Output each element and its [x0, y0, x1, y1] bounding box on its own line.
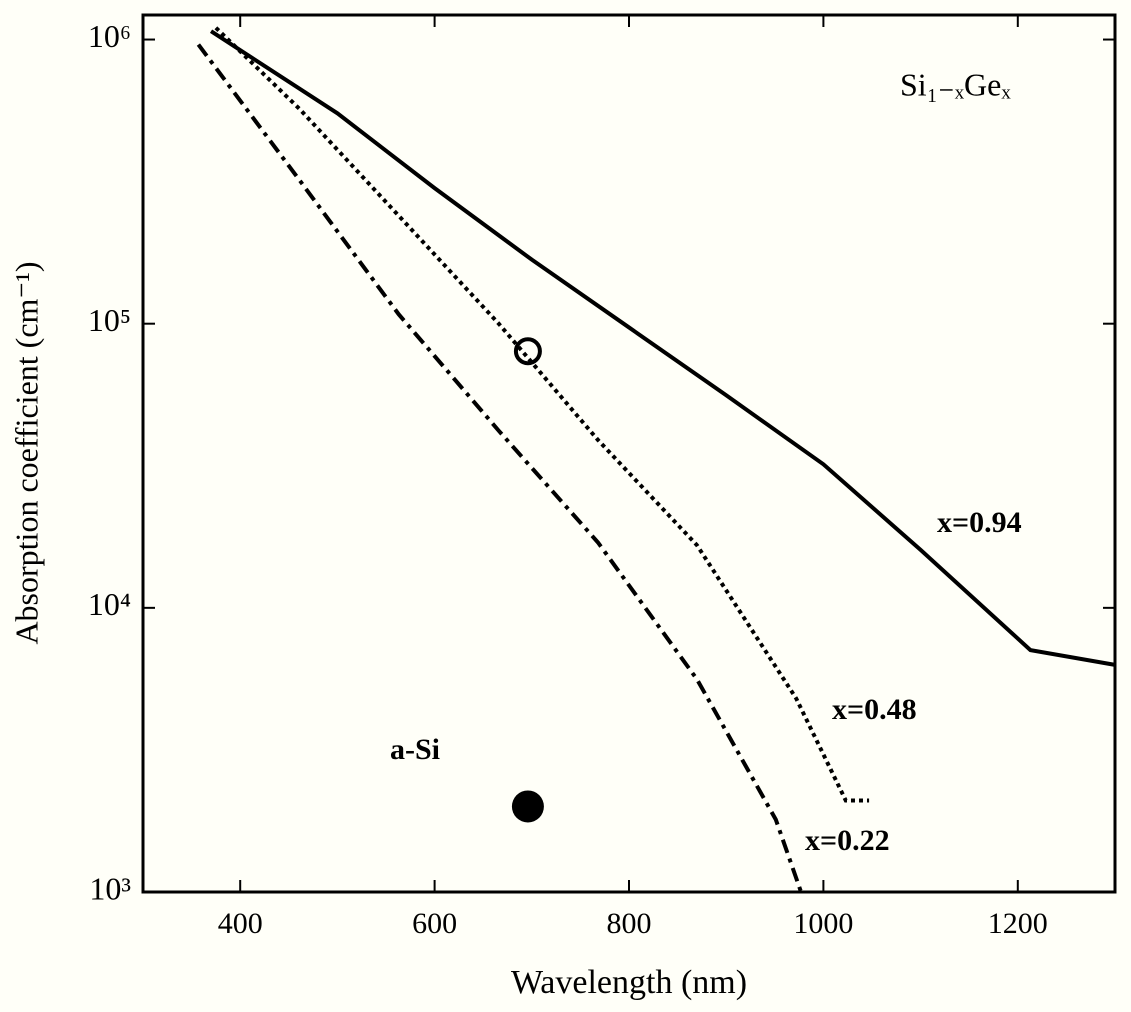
x-axis-label: Wavelength (nm): [511, 964, 747, 1001]
annotation: Si₁₋ₓGeₓ: [900, 66, 1011, 102]
series-label: x=0.22: [805, 824, 890, 857]
x-tick-label: 800: [607, 907, 652, 940]
y-tick-label: 10⁴: [88, 586, 131, 622]
x-tick-label: 1000: [793, 907, 853, 940]
x-tick-label: 400: [218, 907, 263, 940]
y-tick-label: 10⁶: [88, 18, 131, 54]
y-tick-label: 10⁵: [88, 302, 131, 338]
point: [511, 790, 544, 823]
plot-frame: [141, 13, 1117, 894]
point: [513, 337, 542, 366]
line-series: [214, 26, 870, 803]
line-series: [209, 29, 1116, 667]
x-tick-label: 1200: [988, 907, 1048, 940]
line-series: [196, 43, 803, 893]
y-axis-label: Absorption coefficient (cm⁻¹): [8, 261, 44, 644]
series-label: x=0.94: [937, 506, 1022, 539]
y-tick-label: 10³: [89, 870, 131, 906]
series-label: x=0.48: [832, 693, 917, 726]
point-label: a-Si: [390, 733, 440, 766]
x-tick-label: 600: [412, 907, 457, 940]
